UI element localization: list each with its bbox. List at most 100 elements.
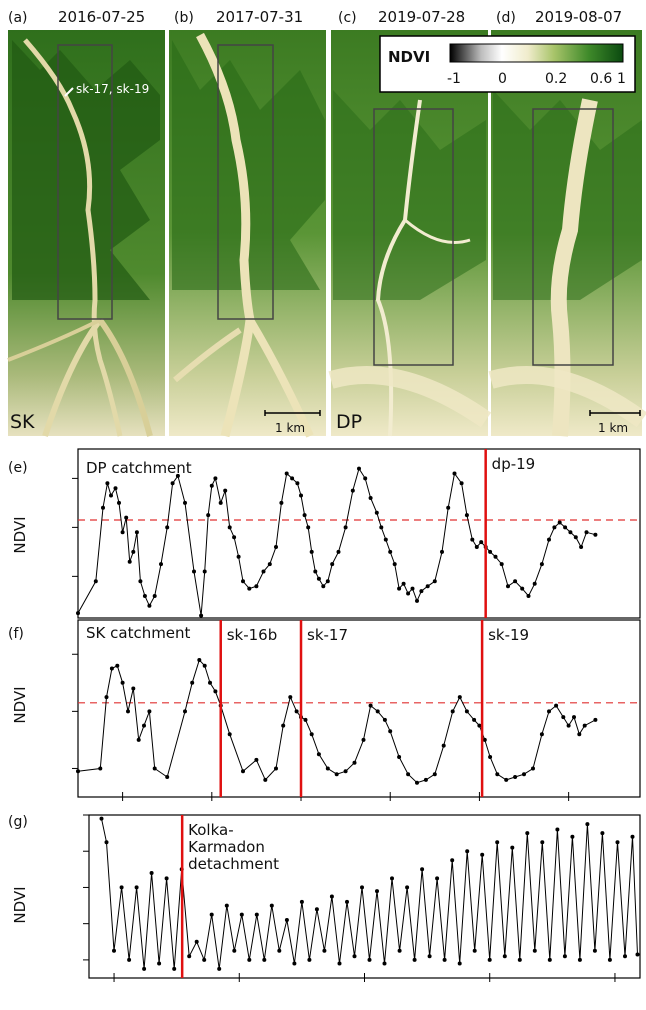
data-point [147, 603, 152, 608]
data-point [563, 525, 568, 530]
data-point [142, 966, 147, 971]
plot-frame [77, 448, 641, 619]
data-point [352, 954, 357, 959]
data-point [388, 729, 393, 734]
panel-date: 2017-07-31 [216, 8, 303, 26]
data-point [464, 513, 469, 518]
data-point [213, 476, 218, 481]
data-point [531, 766, 535, 771]
chart-title: SK catchment [86, 624, 191, 642]
data-point [274, 545, 278, 549]
chart-tag: (g) [8, 814, 28, 830]
panel-tag: (a) [8, 10, 28, 26]
satellite-image-a [7, 30, 165, 437]
legend-title: NDVI [388, 48, 430, 66]
data-point [309, 549, 314, 554]
data-point [482, 737, 487, 742]
data-point [157, 961, 162, 966]
data-point [164, 876, 169, 881]
data-point [623, 954, 627, 959]
data-point [217, 966, 222, 971]
data-point [127, 559, 132, 564]
data-point [218, 500, 223, 505]
data-point [405, 885, 410, 890]
data-point [375, 889, 379, 894]
data-point [134, 885, 139, 890]
data-point [593, 532, 598, 537]
data-point [517, 957, 522, 962]
y-axis-label: NDVI [11, 516, 29, 553]
data-point [472, 717, 477, 722]
data-point [440, 549, 444, 554]
data-point [441, 743, 446, 748]
data-point [172, 966, 177, 971]
data-point [435, 876, 440, 881]
plot-frame [88, 814, 641, 979]
data-point [213, 689, 218, 694]
data-point [299, 899, 304, 904]
legend-tick: 0.6 [590, 71, 612, 87]
data-point [279, 500, 284, 505]
data-point [382, 961, 387, 966]
data-point [292, 961, 297, 966]
chart-sk-catchment: (f) SK catchment NDVI sk-16b sk-17 sk-19 [8, 619, 641, 801]
data-point [115, 663, 120, 668]
data-point [352, 760, 357, 765]
data-point [480, 852, 485, 857]
data-point [582, 723, 587, 728]
data-point [199, 613, 204, 618]
data-point [504, 777, 509, 782]
data-point [450, 858, 455, 863]
data-point [299, 493, 303, 498]
data-point [502, 954, 507, 959]
data-point [600, 831, 605, 836]
data-point [552, 525, 557, 530]
y-axis-label: NDVI [11, 886, 29, 923]
data-point [526, 594, 531, 598]
data-point [316, 576, 321, 581]
data-point [330, 562, 335, 567]
series-line [77, 467, 596, 616]
data-point [375, 709, 380, 714]
data-point [513, 775, 518, 779]
data-point [388, 549, 393, 554]
data-point [392, 562, 397, 567]
data-point [427, 954, 432, 959]
legend-tick: -1 [447, 71, 461, 87]
data-point [360, 885, 364, 890]
ndvi-colorbar-legend: NDVI -1 0 0.2 0.6 1 [379, 35, 636, 93]
data-point [379, 525, 384, 530]
data-point [401, 581, 406, 586]
data-point [281, 723, 286, 728]
data-point [202, 663, 207, 668]
data-point [322, 948, 327, 953]
event-label: Kolka-Karmadon detachment [188, 821, 279, 873]
satellite-image-b [169, 30, 326, 438]
data-point [479, 540, 484, 545]
chart-title: DP catchment [86, 459, 192, 477]
site-label-sk: SK [10, 411, 35, 433]
y-axis-label: NDVI [11, 686, 29, 723]
data-point [313, 569, 318, 574]
data-point [175, 473, 180, 478]
data-point [470, 537, 475, 542]
data-point [190, 680, 195, 685]
data-point [290, 476, 295, 481]
data-point [274, 766, 278, 771]
data-point [269, 903, 274, 908]
data-point [450, 709, 455, 714]
data-point [539, 732, 544, 737]
data-point [306, 525, 311, 530]
data-point [442, 957, 447, 962]
data-point [120, 680, 125, 685]
data-point [525, 831, 530, 836]
panel-date: 2019-07-28 [378, 8, 465, 26]
data-point [117, 500, 121, 505]
data-point [303, 717, 308, 722]
data-point [464, 709, 469, 714]
data-point [138, 579, 143, 584]
data-point [540, 840, 545, 845]
data-point [539, 562, 544, 567]
data-point [206, 513, 211, 518]
